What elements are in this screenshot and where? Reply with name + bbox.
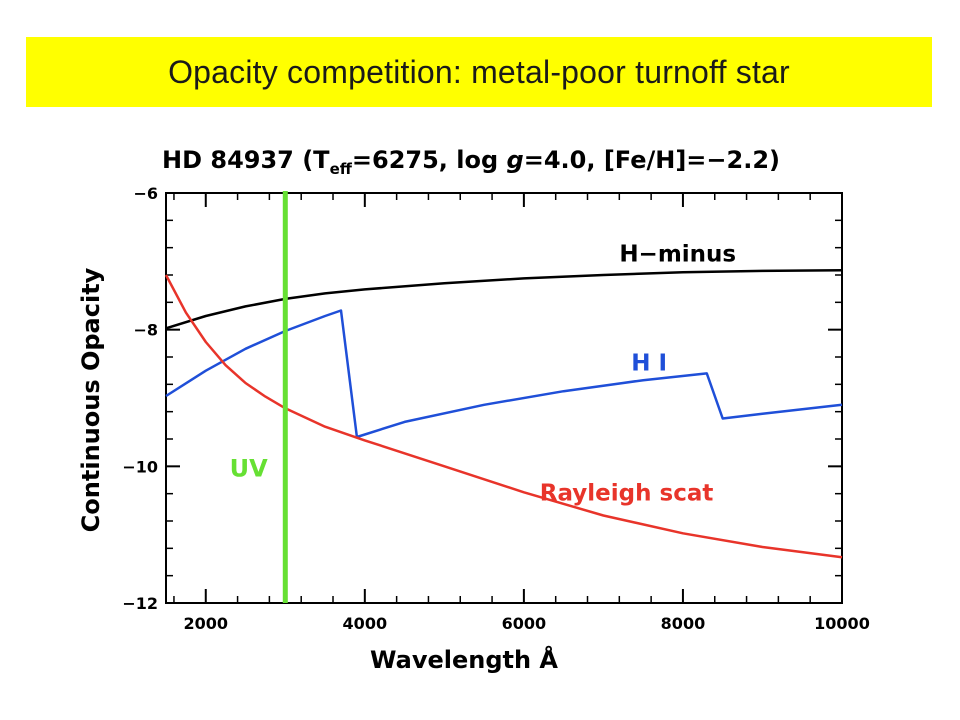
series-line-h-i — [165, 309, 843, 439]
uv-marker-label: UV — [230, 455, 268, 483]
title-banner: Opacity competition: metal-poor turnoff … — [26, 37, 932, 107]
y-tick-label: −10 — [122, 457, 158, 476]
x-tick-label: 8000 — [661, 614, 706, 633]
series-label-h-i: H I — [631, 351, 667, 377]
x-tick-label: 6000 — [502, 614, 547, 633]
y-tick-label: −6 — [133, 184, 158, 203]
x-tick-label: 4000 — [343, 614, 388, 633]
chart-title: HD 84937 (Teff=6275, log g=4.0, [Fe/H]=−… — [162, 146, 780, 178]
x-tick-label: 10000 — [814, 614, 870, 633]
y-tick-label: −8 — [133, 321, 158, 340]
series-line-h-minus — [165, 268, 843, 330]
series-label-rayleigh-scat: Rayleigh scat — [540, 481, 714, 507]
x-axis-label: Wavelength Å — [370, 645, 558, 674]
series-line-rayleigh-scat — [164, 274, 843, 559]
x-tick-label: 2000 — [183, 614, 228, 633]
y-tick-label: −12 — [122, 594, 158, 613]
slide-title: Opacity competition: metal-poor turnoff … — [168, 53, 790, 90]
plot-frame — [165, 192, 843, 604]
series-label-h-minus: H−minus — [619, 241, 736, 267]
y-axis-label: Continuous Opacity — [77, 267, 105, 532]
